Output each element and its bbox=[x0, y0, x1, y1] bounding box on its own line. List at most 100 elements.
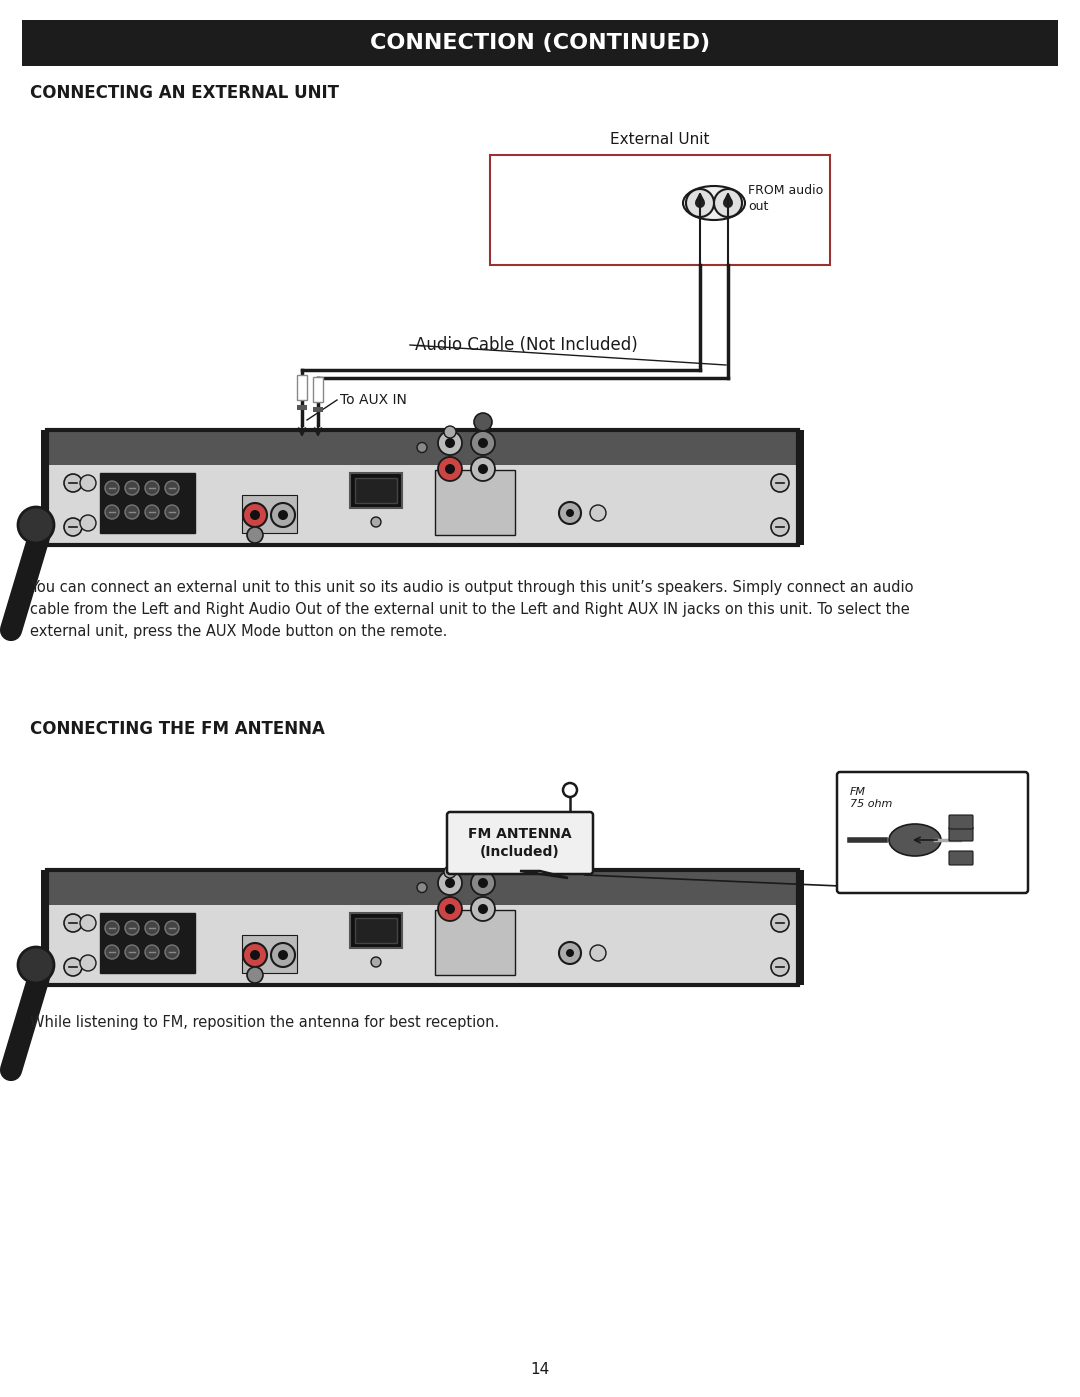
Text: FM
75 ohm: FM 75 ohm bbox=[850, 787, 892, 809]
Circle shape bbox=[243, 503, 267, 527]
FancyBboxPatch shape bbox=[435, 469, 515, 535]
Text: external unit, press the AUX Mode button on the remote.: external unit, press the AUX Mode button… bbox=[30, 624, 447, 638]
Circle shape bbox=[445, 877, 455, 888]
Circle shape bbox=[471, 870, 495, 895]
FancyBboxPatch shape bbox=[949, 827, 973, 841]
FancyBboxPatch shape bbox=[435, 909, 515, 975]
Circle shape bbox=[566, 509, 573, 517]
FancyBboxPatch shape bbox=[100, 474, 195, 534]
Circle shape bbox=[125, 944, 139, 958]
Circle shape bbox=[771, 914, 789, 932]
FancyBboxPatch shape bbox=[949, 814, 973, 828]
Circle shape bbox=[438, 432, 462, 455]
Circle shape bbox=[271, 503, 295, 527]
Circle shape bbox=[105, 504, 119, 520]
Circle shape bbox=[438, 897, 462, 921]
Circle shape bbox=[247, 527, 264, 543]
Circle shape bbox=[771, 958, 789, 977]
Circle shape bbox=[125, 921, 139, 935]
Circle shape bbox=[278, 950, 288, 960]
FancyBboxPatch shape bbox=[242, 935, 297, 972]
FancyBboxPatch shape bbox=[41, 870, 48, 985]
FancyBboxPatch shape bbox=[297, 405, 307, 409]
Circle shape bbox=[145, 944, 159, 958]
Text: FM ANTENNA
(Included): FM ANTENNA (Included) bbox=[469, 827, 571, 859]
Text: External Unit: External Unit bbox=[610, 131, 710, 147]
Circle shape bbox=[372, 957, 381, 967]
Text: cable from the Left and Right Audio Out of the external unit to the Left and Rig: cable from the Left and Right Audio Out … bbox=[30, 602, 909, 617]
Circle shape bbox=[80, 475, 96, 490]
Circle shape bbox=[271, 943, 295, 967]
Circle shape bbox=[438, 870, 462, 895]
FancyBboxPatch shape bbox=[949, 851, 973, 865]
Circle shape bbox=[165, 481, 179, 495]
FancyBboxPatch shape bbox=[242, 495, 297, 534]
Circle shape bbox=[771, 518, 789, 536]
Circle shape bbox=[474, 854, 492, 870]
Text: Audio Cable (Not Included): Audio Cable (Not Included) bbox=[415, 337, 638, 353]
FancyBboxPatch shape bbox=[350, 914, 402, 949]
Circle shape bbox=[444, 426, 456, 439]
Text: CONNECTING AN EXTERNAL UNIT: CONNECTING AN EXTERNAL UNIT bbox=[30, 84, 339, 102]
Circle shape bbox=[165, 504, 179, 520]
Circle shape bbox=[471, 432, 495, 455]
Text: To AUX IN: To AUX IN bbox=[340, 393, 407, 407]
FancyBboxPatch shape bbox=[447, 812, 593, 875]
Circle shape bbox=[723, 198, 733, 208]
Circle shape bbox=[478, 439, 488, 448]
Circle shape bbox=[105, 944, 119, 958]
Circle shape bbox=[64, 958, 82, 977]
Polygon shape bbox=[48, 465, 798, 545]
Circle shape bbox=[247, 967, 264, 983]
FancyBboxPatch shape bbox=[297, 374, 307, 400]
Circle shape bbox=[18, 947, 54, 983]
Text: CONNECTING THE FM ANTENNA: CONNECTING THE FM ANTENNA bbox=[30, 719, 325, 738]
Circle shape bbox=[771, 474, 789, 492]
Circle shape bbox=[64, 518, 82, 536]
Circle shape bbox=[438, 457, 462, 481]
Polygon shape bbox=[48, 430, 798, 465]
FancyBboxPatch shape bbox=[313, 377, 323, 402]
FancyBboxPatch shape bbox=[798, 430, 804, 545]
Polygon shape bbox=[48, 870, 798, 905]
Circle shape bbox=[566, 949, 573, 957]
FancyBboxPatch shape bbox=[355, 478, 397, 503]
Circle shape bbox=[471, 897, 495, 921]
Circle shape bbox=[478, 904, 488, 914]
FancyBboxPatch shape bbox=[22, 20, 1058, 66]
Circle shape bbox=[559, 502, 581, 524]
FancyBboxPatch shape bbox=[41, 430, 48, 545]
FancyBboxPatch shape bbox=[798, 870, 804, 985]
FancyBboxPatch shape bbox=[490, 155, 831, 265]
Polygon shape bbox=[519, 870, 568, 877]
Circle shape bbox=[145, 504, 159, 520]
Circle shape bbox=[64, 914, 82, 932]
Circle shape bbox=[445, 904, 455, 914]
FancyBboxPatch shape bbox=[837, 773, 1028, 893]
Ellipse shape bbox=[683, 186, 745, 219]
Circle shape bbox=[714, 189, 742, 217]
Text: You can connect an external unit to this unit so its audio is output through thi: You can connect an external unit to this… bbox=[30, 580, 914, 595]
Circle shape bbox=[18, 507, 54, 543]
Circle shape bbox=[590, 504, 606, 521]
Text: FROM audio
out: FROM audio out bbox=[748, 183, 823, 212]
Circle shape bbox=[145, 921, 159, 935]
Circle shape bbox=[145, 481, 159, 495]
Circle shape bbox=[696, 198, 705, 208]
Ellipse shape bbox=[889, 824, 941, 856]
FancyBboxPatch shape bbox=[350, 474, 402, 509]
Circle shape bbox=[243, 943, 267, 967]
Circle shape bbox=[478, 877, 488, 888]
Circle shape bbox=[372, 517, 381, 527]
Circle shape bbox=[125, 481, 139, 495]
Circle shape bbox=[474, 414, 492, 432]
Text: 14: 14 bbox=[530, 1362, 550, 1377]
Circle shape bbox=[165, 944, 179, 958]
Circle shape bbox=[64, 474, 82, 492]
Circle shape bbox=[249, 510, 260, 520]
Circle shape bbox=[80, 956, 96, 971]
Circle shape bbox=[165, 921, 179, 935]
Circle shape bbox=[445, 464, 455, 474]
Circle shape bbox=[278, 510, 288, 520]
Circle shape bbox=[417, 443, 427, 453]
